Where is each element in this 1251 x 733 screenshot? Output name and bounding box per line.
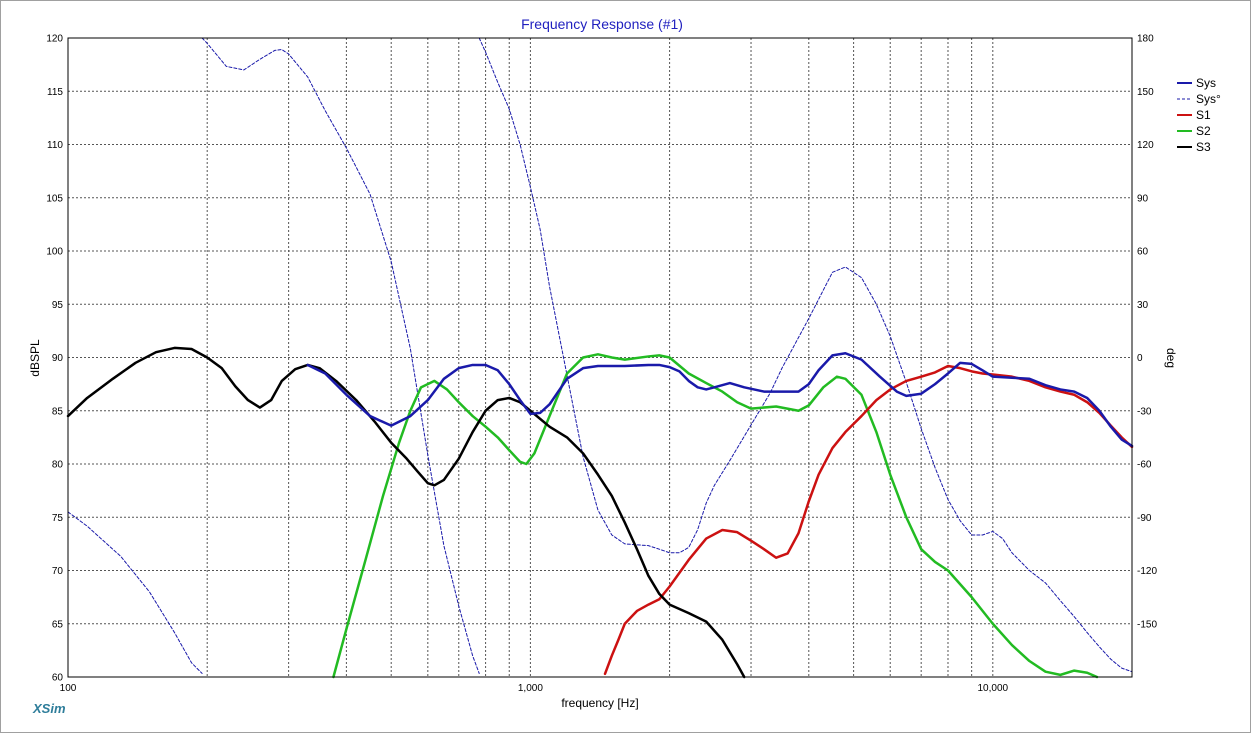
xsim-logo: XSim xyxy=(32,701,66,716)
y-tick-label: 80 xyxy=(52,460,64,471)
legend: Sys Sys° S1 S2 S3 xyxy=(1177,76,1221,154)
y-tick-label: 100 xyxy=(46,247,63,258)
left-axis-ticks: 60 65 70 75 80 85 90 95 100 105 110 115 120 xyxy=(46,34,63,684)
series-layer xyxy=(66,37,1134,679)
y-tick-label: 115 xyxy=(47,87,63,98)
series-line-sys xyxy=(306,351,1134,448)
legend-label: S2 xyxy=(1196,124,1211,138)
legend-label: Sys° xyxy=(1196,92,1221,106)
y2-tick-label: 90 xyxy=(1137,193,1149,204)
x-axis-ticks: 100 1,000 10,000 xyxy=(60,683,1009,694)
y-tick-label: 120 xyxy=(46,34,63,45)
legend-label: S3 xyxy=(1196,140,1211,154)
y-tick-label: 110 xyxy=(47,140,63,151)
series-line-sys-phase xyxy=(67,511,203,674)
y2-tick-label: 0 xyxy=(1137,353,1143,364)
x-axis-label: frequency [Hz] xyxy=(561,696,638,710)
y-tick-label: 90 xyxy=(52,353,64,364)
x-tick-label: 100 xyxy=(60,683,77,694)
y-tick-label: 85 xyxy=(52,406,64,417)
legend-label: Sys xyxy=(1196,76,1216,90)
legend-label: S1 xyxy=(1196,108,1211,122)
series-line-sys-phase xyxy=(201,37,480,674)
y-tick-label: 75 xyxy=(52,513,64,524)
y-tick-label: 105 xyxy=(46,193,63,204)
y-tick-label: 65 xyxy=(52,619,64,630)
y2-tick-label: 30 xyxy=(1137,300,1149,311)
y2-tick-label: 120 xyxy=(1137,140,1154,151)
y-axis-label: dBSPL xyxy=(28,339,42,377)
series-line-s3 xyxy=(66,346,746,679)
y-tick-label: 60 xyxy=(52,673,64,684)
y2-tick-label: 150 xyxy=(1137,87,1154,98)
y-tick-label: 70 xyxy=(52,566,64,577)
chart-title: Frequency Response (#1) xyxy=(521,16,683,32)
series-line-sys-phase xyxy=(478,37,1133,673)
y2-tick-label: -30 xyxy=(1137,406,1152,417)
grid xyxy=(68,38,1132,677)
y2-tick-label: -120 xyxy=(1137,566,1157,577)
series-line-s1 xyxy=(603,364,1134,676)
y2-tick-label: 180 xyxy=(1137,34,1154,45)
y-tick-label: 95 xyxy=(52,300,64,311)
y2-tick-label: 60 xyxy=(1137,247,1149,258)
y2-tick-label: -60 xyxy=(1137,460,1152,471)
right-axis-ticks: -150 -120 -90 -60 -30 0 30 60 90 120 150 180 xyxy=(1137,34,1157,631)
y2-tick-label: -150 xyxy=(1137,619,1157,630)
x-tick-label: 1,000 xyxy=(518,683,543,694)
series-line-s2 xyxy=(332,353,1099,679)
x-tick-label: 10,000 xyxy=(978,683,1009,694)
y2-axis-label: deg xyxy=(1164,348,1178,368)
y2-tick-label: -90 xyxy=(1137,513,1152,524)
plot-border xyxy=(67,37,1133,678)
